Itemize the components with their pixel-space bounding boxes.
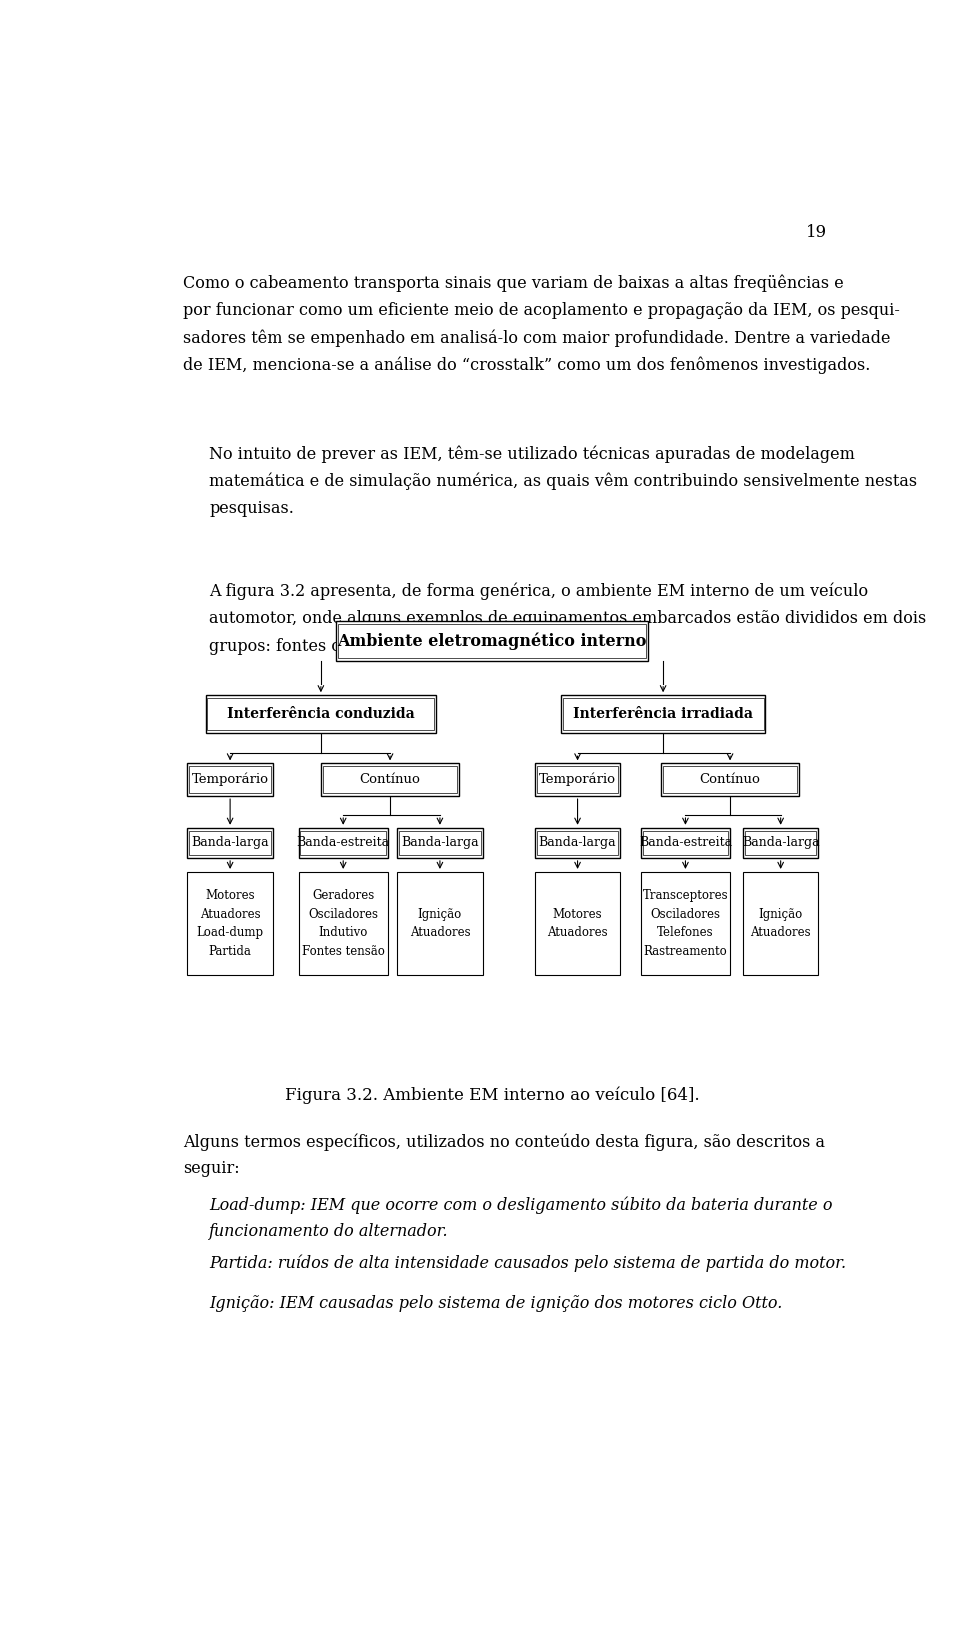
Bar (336, 621, 648, 661)
Bar (187, 872, 273, 975)
Text: Como o cabeamento transporta sinais que variam de baixas a altas freqüências e
p: Como o cabeamento transporta sinais que … (183, 275, 900, 374)
Bar (663, 767, 797, 793)
Bar (397, 872, 483, 975)
Text: Banda-larga: Banda-larga (191, 836, 269, 849)
Text: Banda-larga: Banda-larga (401, 836, 479, 849)
Bar (641, 828, 730, 857)
Bar (745, 831, 816, 856)
Text: Temporário: Temporário (192, 774, 269, 787)
Bar (642, 831, 729, 856)
Bar (205, 695, 436, 733)
Bar (187, 828, 273, 857)
Text: Motores
Atuadores
Load-dump
Partida: Motores Atuadores Load-dump Partida (197, 890, 264, 957)
Bar (187, 764, 273, 797)
Bar (300, 831, 386, 856)
Text: Ignição
Atuadores: Ignição Atuadores (751, 908, 811, 939)
Text: Ambiente eletromagnético interno: Ambiente eletromagnético interno (337, 633, 647, 649)
Text: Banda-larga: Banda-larga (539, 836, 616, 849)
Bar (207, 698, 434, 729)
Bar (535, 764, 620, 797)
Bar (743, 872, 818, 975)
Text: No intuito de prever as IEM, têm-se utilizado técnicas apuradas de modelagem
mat: No intuito de prever as IEM, têm-se util… (209, 446, 918, 518)
Bar (743, 828, 818, 857)
Bar (661, 764, 799, 797)
Text: Banda-estreita: Banda-estreita (297, 836, 390, 849)
Text: Load-dump: IEM que ocorre com o desligamento súbito da bateria durante o
funcion: Load-dump: IEM que ocorre com o desligam… (209, 1196, 832, 1241)
Bar (189, 767, 271, 793)
Bar (561, 695, 765, 733)
Text: Contínuo: Contínuo (360, 774, 420, 787)
Text: 19: 19 (805, 225, 827, 241)
Text: Temporário: Temporário (540, 774, 616, 787)
Text: Contínuo: Contínuo (700, 774, 760, 787)
Text: Figura 3.2. Ambiente EM interno ao veículo [64].: Figura 3.2. Ambiente EM interno ao veícu… (285, 1087, 699, 1105)
Bar (322, 764, 459, 797)
Bar (189, 831, 271, 856)
Text: Transceptores
Osciladores
Telefones
Rastreamento: Transceptores Osciladores Telefones Rast… (642, 890, 729, 957)
Bar (641, 872, 730, 975)
Text: Partida: ruídos de alta intensidade causados pelo sistema de partida do motor.: Partida: ruídos de alta intensidade caus… (209, 1254, 847, 1272)
Bar (563, 698, 763, 729)
Bar (537, 831, 618, 856)
Text: Geradores
Osciladores
Indutivo
Fontes tensão: Geradores Osciladores Indutivo Fontes te… (301, 890, 385, 957)
Text: Alguns termos específicos, utilizados no conteúdo desta figura, são descritos a
: Alguns termos específicos, utilizados no… (183, 1133, 826, 1177)
Bar (535, 828, 620, 857)
Bar (535, 872, 620, 975)
Text: Interferência irradiada: Interferência irradiada (573, 706, 753, 721)
Bar (299, 872, 388, 975)
Text: Interferência conduzida: Interferência conduzida (227, 706, 415, 721)
Bar (399, 831, 481, 856)
Bar (397, 828, 483, 857)
Text: A figura 3.2 apresenta, de forma genérica, o ambiente EM interno de um veículo
a: A figura 3.2 apresenta, de forma genéric… (209, 583, 926, 654)
Bar (338, 624, 646, 657)
Text: Motores
Atuadores: Motores Atuadores (547, 908, 608, 939)
Bar (537, 767, 618, 793)
Text: Ignição
Atuadores: Ignição Atuadores (410, 908, 470, 939)
Bar (324, 767, 457, 793)
Text: Ignição: IEM causadas pelo sistema de ignição dos motores ciclo Otto.: Ignição: IEM causadas pelo sistema de ig… (209, 1295, 782, 1311)
Text: Banda-estreita: Banda-estreita (638, 836, 732, 849)
Bar (299, 828, 388, 857)
Text: Banda-larga: Banda-larga (742, 836, 820, 849)
